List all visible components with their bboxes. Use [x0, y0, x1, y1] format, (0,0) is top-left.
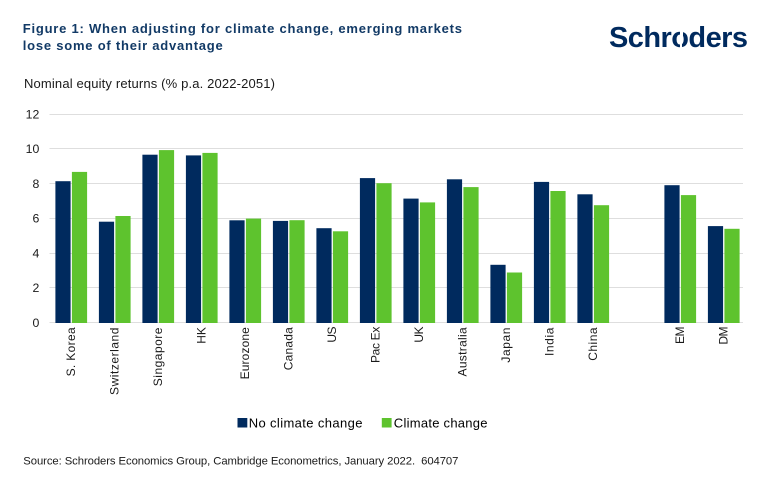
svg-text:US: US	[325, 327, 339, 343]
svg-text:Pac Ex: Pac Ex	[369, 327, 383, 363]
svg-text:8: 8	[32, 177, 39, 191]
svg-text:EM: EM	[673, 326, 687, 344]
svg-text:0: 0	[32, 316, 39, 330]
svg-text:Source: Schroders Economics Gr: Source: Schroders Economics Group, Cambr…	[23, 455, 458, 467]
svg-text:Eurozone: Eurozone	[238, 327, 252, 380]
svg-text:China: China	[586, 327, 600, 361]
svg-text:2: 2	[32, 281, 39, 295]
svg-text:4: 4	[32, 246, 39, 260]
svg-text:Switzerland: Switzerland	[108, 327, 122, 395]
svg-text:DM: DM	[717, 327, 731, 345]
svg-text:Japan: Japan	[499, 327, 513, 363]
svg-text:12: 12	[26, 107, 40, 121]
svg-text:HK: HK	[195, 327, 209, 344]
svg-text:UK: UK	[412, 327, 426, 343]
svg-text:Australia: Australia	[456, 327, 470, 376]
svg-text:Canada: Canada	[282, 327, 296, 370]
svg-text:No climate change: No climate change	[249, 416, 363, 431]
svg-text:India: India	[543, 327, 557, 356]
svg-text:S. Korea: S. Korea	[64, 327, 78, 376]
svg-text:Climate change: Climate change	[394, 416, 488, 431]
svg-text:6: 6	[32, 212, 39, 226]
svg-text:Singapore: Singapore	[151, 327, 165, 386]
svg-text:10: 10	[26, 142, 40, 156]
